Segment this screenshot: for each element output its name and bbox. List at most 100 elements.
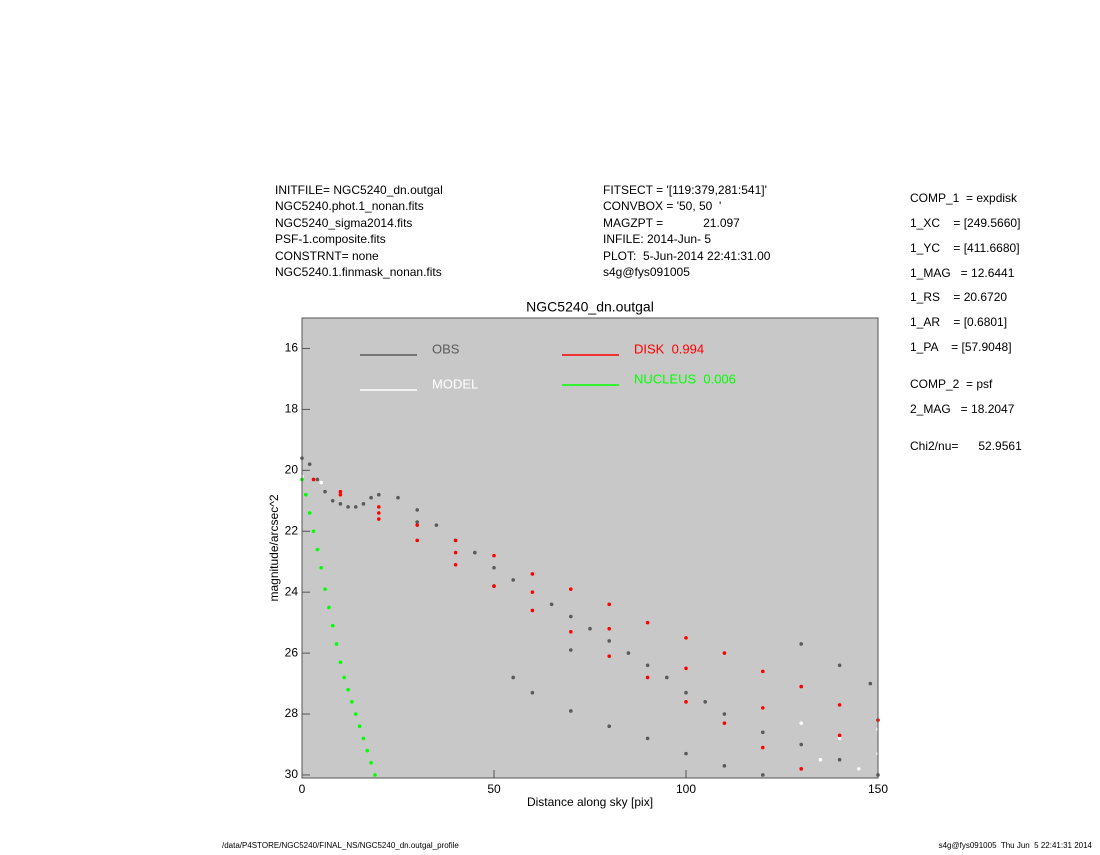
data-point <box>722 721 727 725</box>
data-point <box>530 608 535 613</box>
data-point <box>327 605 331 610</box>
data-point <box>511 675 515 680</box>
data-point <box>319 480 324 485</box>
data-point <box>377 511 381 515</box>
data-point <box>377 505 381 509</box>
data-point <box>415 523 420 527</box>
data-point <box>799 721 803 725</box>
legend-label: DISK 0.994 <box>634 341 704 356</box>
y-tick-label: 20 <box>285 462 299 476</box>
data-point <box>311 529 316 534</box>
data-point <box>607 639 611 643</box>
data-point <box>323 489 327 494</box>
data-point <box>415 508 420 512</box>
data-point <box>684 690 688 695</box>
data-point <box>369 495 373 500</box>
y-tick-label: 30 <box>285 767 299 781</box>
data-point <box>799 742 803 747</box>
header-line: 1_XC = [249.5660] <box>910 216 1020 230</box>
data-point <box>323 587 327 591</box>
data-point <box>722 651 727 655</box>
data-point <box>530 590 535 594</box>
data-point <box>453 550 458 555</box>
data-point <box>530 572 535 576</box>
footer-stamp: s4g@fys091005 Thu Jun 5 22:41:31 2014 <box>939 841 1093 850</box>
data-point <box>315 547 320 552</box>
data-point <box>369 760 373 765</box>
data-point <box>377 517 381 521</box>
x-tick-label: 150 <box>868 782 888 796</box>
data-point <box>511 578 515 582</box>
data-point <box>837 733 842 738</box>
data-point <box>645 675 650 680</box>
plot-background <box>302 318 878 778</box>
data-point <box>665 675 669 680</box>
data-point <box>377 492 381 497</box>
data-point <box>722 764 727 768</box>
data-point <box>569 587 573 591</box>
data-point <box>799 642 803 646</box>
data-point <box>569 648 573 652</box>
data-point <box>703 700 707 704</box>
data-point <box>588 626 592 631</box>
data-point <box>330 623 335 628</box>
header-line: FITSECT = '[119:379,281:541]' <box>603 183 767 197</box>
data-point <box>607 602 611 607</box>
data-point <box>338 502 343 506</box>
header-line: 1_MAG = 12.6441 <box>910 266 1015 280</box>
data-point <box>473 550 477 555</box>
data-point <box>645 736 650 741</box>
data-point <box>453 562 458 567</box>
data-point <box>761 730 765 735</box>
data-point <box>684 666 688 671</box>
data-point <box>315 477 320 482</box>
data-point <box>307 462 312 467</box>
data-point <box>569 629 573 634</box>
footer-path: /data/P4STORE/NGC5240/FINAL_NS/NGC5240_d… <box>222 841 459 850</box>
header-line: Chi2/nu= 52.9561 <box>910 439 1022 453</box>
data-point <box>607 626 611 631</box>
data-point <box>361 736 366 741</box>
data-point <box>607 724 611 729</box>
data-point <box>415 520 420 524</box>
data-point <box>434 523 439 527</box>
header-line: COMP_2 = psf <box>910 377 993 391</box>
header-line: NGC5240.phot.1_nonan.fits <box>275 199 424 213</box>
x-tick-label: 50 <box>487 782 501 796</box>
data-point <box>365 748 370 753</box>
header-line: NGC5240_sigma2014.fits <box>275 216 412 230</box>
header-line: 2_MAG = 18.2047 <box>910 402 1015 416</box>
data-point <box>453 538 458 543</box>
header-line: 1_RS = 20.6720 <box>910 290 1007 304</box>
legend-label: MODEL <box>432 376 478 391</box>
data-point <box>338 660 343 665</box>
data-point <box>530 690 535 695</box>
data-point <box>353 505 358 509</box>
data-point <box>307 511 312 515</box>
data-point <box>311 477 316 482</box>
data-point <box>645 663 650 668</box>
x-tick-label: 0 <box>299 782 306 796</box>
chart-title: NGC5240_dn.outgal <box>526 299 654 315</box>
data-point <box>799 767 803 771</box>
data-point <box>492 553 496 558</box>
y-tick-label: 24 <box>285 584 299 598</box>
data-point <box>569 709 573 713</box>
header-line: INITFILE= NGC5240_dn.outgal <box>275 183 443 197</box>
data-point <box>361 502 366 506</box>
header-line: MAGZPT = 21.097 <box>603 216 740 230</box>
data-point <box>346 687 350 692</box>
data-point <box>761 773 765 777</box>
data-point <box>353 712 358 716</box>
data-point <box>319 566 324 570</box>
data-point <box>799 684 803 689</box>
legend-label: OBS <box>432 341 460 356</box>
data-point <box>684 700 688 704</box>
header-line: PSF-1.composite.fits <box>275 232 386 246</box>
header-line: PLOT: 5-Jun-2014 22:41:31.00 <box>603 249 771 263</box>
header-line: CONSTRNT= none <box>275 249 379 263</box>
plot-frame <box>301 317 879 779</box>
header-line: s4g@fys091005 <box>603 265 690 279</box>
y-tick-label: 16 <box>285 341 299 355</box>
